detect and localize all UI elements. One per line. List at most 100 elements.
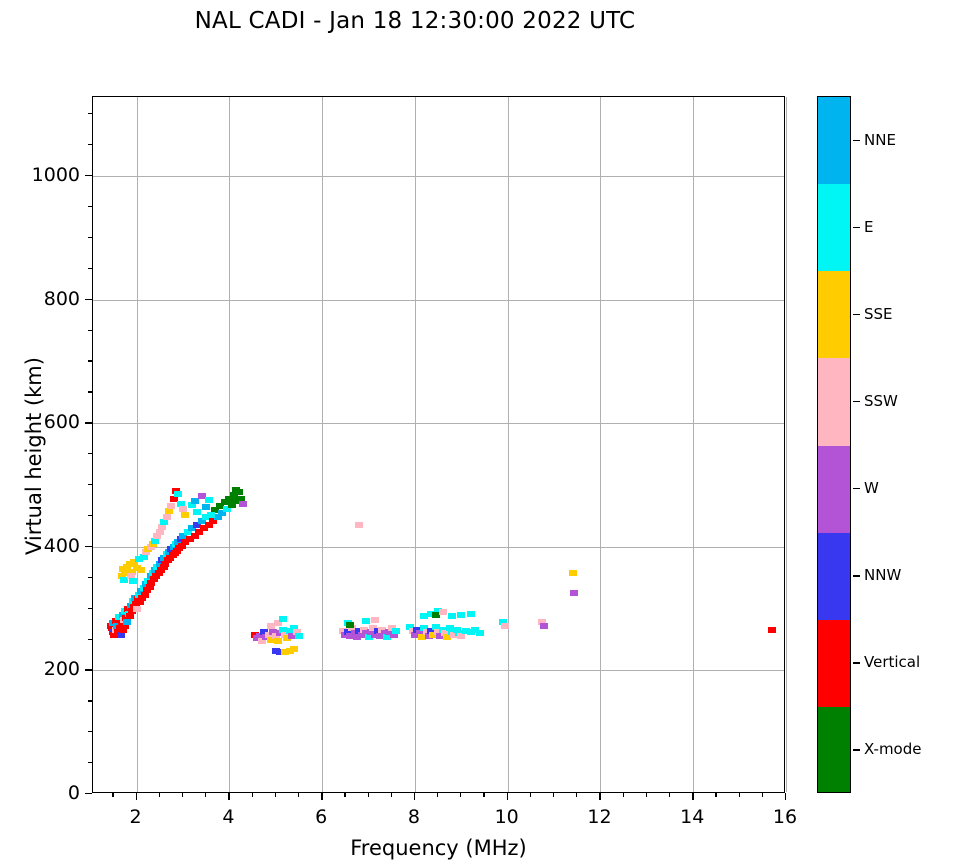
colorbar-label-w: W (864, 479, 879, 498)
data-point (209, 517, 218, 524)
colorbar-label-nne: NNE (864, 130, 896, 149)
data-point (343, 629, 352, 636)
y-tick-minor (88, 762, 92, 764)
data-point (271, 632, 280, 639)
data-point (276, 648, 285, 655)
data-point (380, 630, 389, 637)
colorbar-label-x-mode: X-mode (864, 740, 922, 759)
data-point (457, 611, 466, 618)
data-point (137, 567, 146, 574)
data-point (161, 561, 170, 568)
x-tick-major (321, 793, 323, 800)
colorbar-segment-ssw (818, 358, 850, 446)
data-point (352, 634, 361, 641)
colorbar-tick (853, 313, 860, 316)
data-point (132, 564, 141, 571)
gridline-horizontal (93, 670, 784, 672)
data-point (165, 507, 174, 514)
x-tick-major (228, 793, 230, 800)
data-point (445, 625, 454, 632)
data-point (160, 519, 169, 526)
data-point (408, 627, 417, 634)
x-tick-label: 12 (587, 806, 612, 828)
data-point (158, 524, 167, 531)
x-tick-label: 14 (680, 806, 705, 828)
data-point (230, 491, 238, 498)
y-tick-label: 0 (67, 782, 80, 804)
gridline-vertical (229, 97, 231, 792)
y-tick-label: 800 (43, 287, 80, 310)
data-point (220, 499, 229, 506)
gridline-vertical (507, 97, 509, 792)
gridline-vertical (414, 97, 416, 792)
data-point (167, 503, 176, 510)
data-point (260, 629, 269, 636)
data-point (357, 631, 366, 638)
data-point (283, 635, 292, 642)
data-point (348, 625, 357, 632)
data-point (152, 573, 161, 580)
colorbar-tick (853, 575, 860, 577)
x-tick-minor (205, 793, 207, 797)
data-point (178, 532, 187, 539)
data-point (292, 629, 301, 636)
data-point (350, 630, 359, 637)
data-point (192, 509, 201, 516)
data-point (427, 610, 436, 617)
y-tick-minor (88, 700, 92, 702)
data-point (438, 626, 447, 633)
y-tick-label: 600 (43, 411, 80, 434)
data-point (183, 529, 192, 535)
data-point (294, 632, 303, 639)
y-tick-minor (88, 514, 92, 517)
data-point (190, 498, 199, 505)
data-point (218, 509, 227, 516)
data-point (385, 629, 394, 636)
colorbar-segment-sse (818, 271, 850, 359)
data-point (136, 599, 145, 606)
y-tick-major (85, 793, 92, 795)
data-point (119, 577, 128, 584)
x-tick-label: 6 (315, 806, 328, 828)
data-point (461, 627, 470, 634)
x-tick-minor (761, 793, 763, 797)
data-point (278, 626, 287, 633)
y-tick-major (85, 298, 92, 301)
data-point (148, 541, 157, 548)
y-tick-label: 1000 (31, 164, 80, 187)
x-tick-minor (112, 793, 114, 797)
data-point (232, 486, 241, 493)
data-point (424, 632, 433, 639)
gridline-vertical (600, 97, 602, 792)
data-point (276, 630, 285, 637)
data-point (223, 505, 232, 512)
data-point (267, 636, 276, 643)
gridline-horizontal (93, 546, 784, 548)
data-point (156, 567, 165, 574)
data-point (178, 542, 187, 549)
x-tick-minor (645, 793, 648, 797)
data-point (362, 630, 371, 637)
data-point (125, 561, 134, 568)
data-point (232, 498, 241, 505)
data-point (257, 637, 266, 644)
x-tick-minor (437, 793, 439, 797)
plot-area (92, 96, 787, 793)
x-tick-minor (390, 793, 392, 797)
data-point (267, 622, 276, 629)
y-tick-minor (88, 731, 92, 733)
data-point (768, 627, 777, 634)
data-point (378, 626, 387, 633)
y-tick-minor (88, 267, 92, 269)
data-point (121, 569, 129, 576)
data-point (422, 629, 431, 636)
colorbar-segment-e (818, 184, 850, 272)
data-point (140, 592, 149, 599)
gridlines (93, 97, 787, 792)
data-point (383, 634, 392, 641)
x-tick-label: 10 (494, 806, 519, 828)
data-point (371, 616, 380, 623)
data-point (345, 621, 354, 628)
x-tick-minor (158, 793, 160, 797)
